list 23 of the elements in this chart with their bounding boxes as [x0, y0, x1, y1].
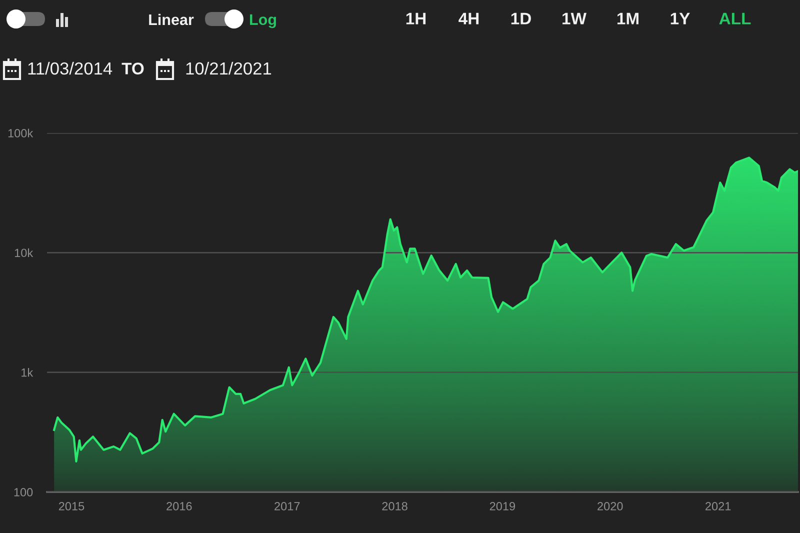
- x-tick-label: 2020: [598, 502, 623, 510]
- x-tick-label: 2015: [58, 502, 84, 510]
- text: ALL: [719, 12, 751, 24]
- text: Linear: [149, 14, 194, 26]
- text: 4H: [458, 12, 479, 24]
- text: 1W: [562, 12, 586, 24]
- text: 1Y: [670, 12, 690, 24]
- text: 10/21/2021: [186, 62, 272, 75]
- text: 1H: [406, 12, 426, 24]
- y-tick-label: 10k: [14, 248, 34, 258]
- text: TO: [122, 62, 144, 74]
- x-tick-label: 2021: [706, 502, 731, 510]
- x-tick-label: 2016: [166, 502, 192, 510]
- x-tick-label: 2018: [382, 502, 408, 510]
- text: 11/03/2014: [28, 62, 112, 75]
- x-tick-label: 2019: [490, 502, 516, 510]
- text: 1D: [511, 12, 531, 24]
- y-tick-label: 1k: [22, 368, 34, 377]
- y-tick-label: 100k: [8, 128, 34, 138]
- text: 1M: [617, 12, 638, 24]
- x-tick-label: 2017: [274, 502, 300, 510]
- y-tick-label: 100: [14, 488, 33, 496]
- text: Log: [250, 14, 276, 28]
